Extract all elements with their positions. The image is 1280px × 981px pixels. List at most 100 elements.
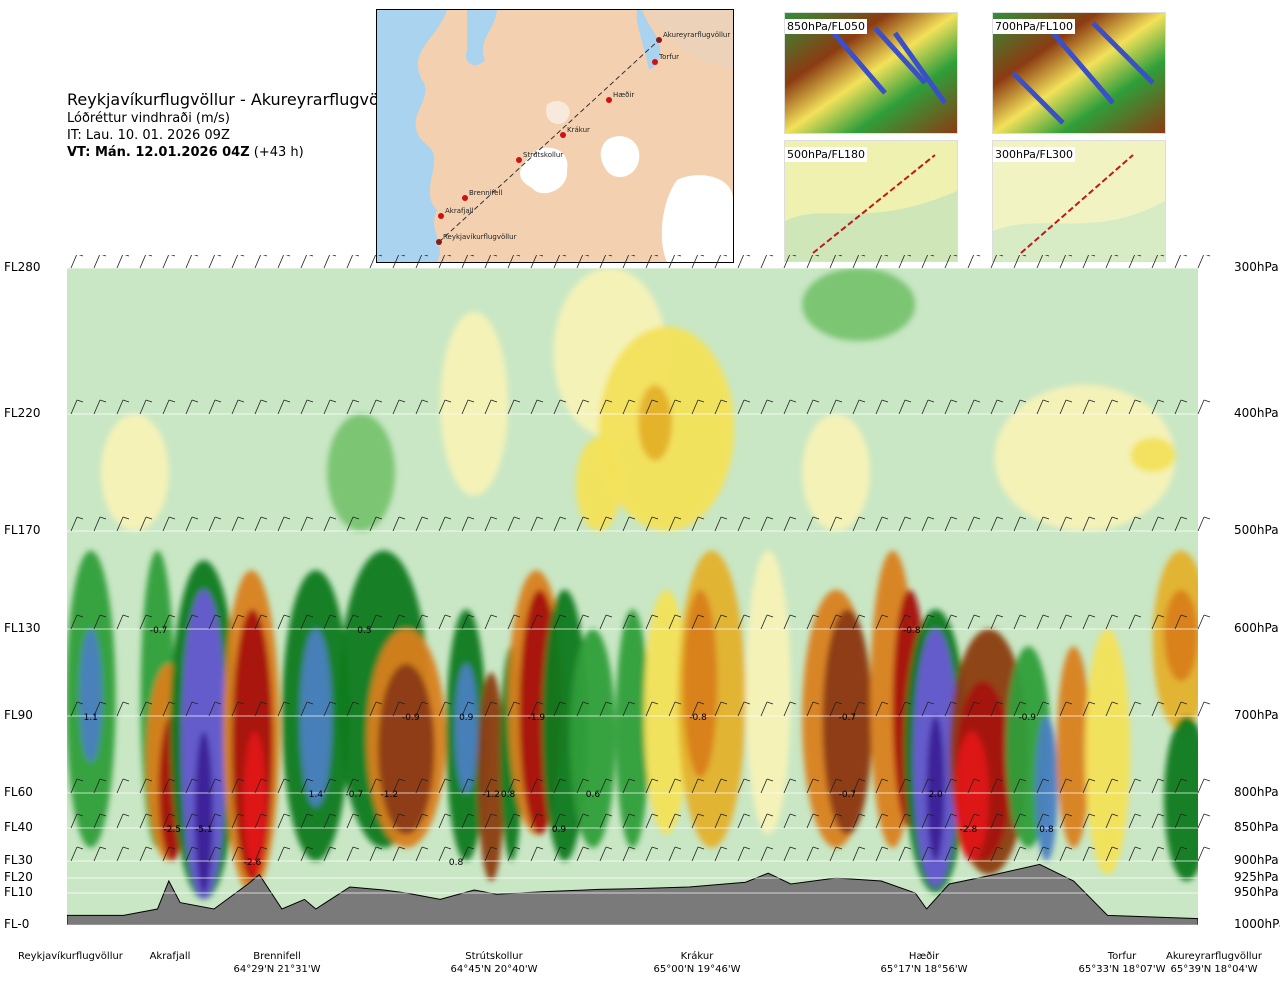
wind-barb-feather bbox=[260, 614, 268, 618]
wind-barb-feather bbox=[168, 846, 176, 850]
wind-barb bbox=[139, 614, 147, 630]
map-station-marker bbox=[516, 157, 522, 163]
value-label: -0.7 bbox=[150, 626, 168, 636]
wind-barb bbox=[737, 846, 745, 862]
issue-time: IT: Lau. 10. 01. 2026 09Z bbox=[67, 128, 230, 143]
wind-barb bbox=[346, 813, 354, 829]
wind-barb bbox=[691, 813, 699, 829]
wind-barb-feather bbox=[628, 516, 636, 520]
wind-barb bbox=[162, 813, 170, 829]
wind-barb-feather bbox=[1180, 813, 1188, 817]
wind-barb-feather bbox=[145, 778, 153, 782]
wind-barb-feather bbox=[168, 516, 176, 520]
wind-barb-feather bbox=[973, 516, 981, 520]
wind-barb bbox=[392, 253, 400, 269]
waypoint-name: Torfur bbox=[1107, 951, 1137, 962]
wind-barb bbox=[139, 813, 147, 829]
wind-barb bbox=[944, 253, 952, 269]
wind-barb bbox=[576, 614, 584, 630]
wind-barb bbox=[1082, 399, 1090, 415]
map-station-marker bbox=[652, 59, 658, 65]
wind-barb-feather bbox=[352, 813, 360, 817]
wind-barb bbox=[1197, 778, 1205, 794]
wind-barb bbox=[944, 614, 952, 630]
wind-barb-feather bbox=[237, 701, 245, 705]
wind-barb bbox=[714, 399, 722, 415]
value-label: 0.9 bbox=[552, 825, 567, 835]
wind-barb-feather bbox=[1042, 701, 1050, 705]
wind-barb bbox=[553, 813, 561, 829]
wind-barb bbox=[829, 614, 837, 630]
wind-barb bbox=[576, 813, 584, 829]
wind-barb bbox=[1059, 813, 1067, 829]
wind-barb-feather bbox=[559, 253, 567, 257]
wind-barb bbox=[484, 614, 492, 630]
wind-barb bbox=[507, 778, 515, 794]
value-label: -2.6 bbox=[244, 858, 262, 868]
wind-barb-feather bbox=[628, 253, 636, 257]
wind-barb-feather bbox=[789, 846, 797, 850]
wind-barb bbox=[967, 399, 975, 415]
wind-barb-feather bbox=[329, 614, 337, 618]
wind-barb bbox=[668, 813, 676, 829]
wind-barb bbox=[70, 399, 78, 415]
wind-barb bbox=[622, 399, 630, 415]
wind-barb-feather bbox=[145, 701, 153, 705]
wind-barb bbox=[185, 516, 193, 532]
wind-barb bbox=[277, 614, 285, 630]
wind-barb bbox=[1174, 778, 1182, 794]
wind-barb bbox=[484, 813, 492, 829]
wind-barb-feather bbox=[858, 813, 866, 817]
wind-barb bbox=[898, 846, 906, 862]
wind-barb-feather bbox=[490, 813, 498, 817]
wind-barb bbox=[852, 778, 860, 794]
wind-barb-feather bbox=[398, 778, 406, 782]
wind-barb bbox=[806, 253, 814, 269]
wind-barb bbox=[1151, 253, 1159, 269]
thumb-850[interactable]: 850hPa/FL050 bbox=[784, 12, 958, 134]
wind-barb bbox=[1059, 846, 1067, 862]
hpa-tick-label: 900hPa bbox=[1234, 853, 1279, 867]
wind-barb bbox=[254, 399, 262, 415]
wind-barb-feather bbox=[1203, 701, 1211, 705]
wind-barb-feather bbox=[421, 614, 429, 618]
wind-barb-feather bbox=[444, 846, 452, 850]
wind-barb bbox=[1082, 778, 1090, 794]
wind-barb bbox=[875, 846, 883, 862]
wind-barb-feather bbox=[168, 399, 176, 403]
wind-barb bbox=[369, 813, 377, 829]
wind-barb-feather bbox=[283, 813, 291, 817]
wind-barbs bbox=[70, 253, 1211, 862]
map-station-label: Hæðir bbox=[613, 91, 634, 99]
wind-barb-feather bbox=[76, 846, 84, 850]
wind-barb-feather bbox=[214, 701, 222, 705]
wind-barb-feather bbox=[881, 778, 889, 782]
thumb-500[interactable]: 500hPa/FL180 bbox=[784, 140, 958, 262]
wind-barb bbox=[668, 399, 676, 415]
wind-barb bbox=[1059, 701, 1067, 717]
wind-barb bbox=[944, 701, 952, 717]
wind-barb bbox=[415, 614, 423, 630]
wind-barb-feather bbox=[996, 778, 1004, 782]
wind-barb bbox=[1174, 253, 1182, 269]
waypoint-name: Hæðir bbox=[908, 951, 940, 962]
thumb-300[interactable]: 300hPa/FL300 bbox=[992, 140, 1166, 262]
wind-barb-feather bbox=[1019, 701, 1027, 705]
wind-barb bbox=[1105, 516, 1113, 532]
title-block: Reykjavíkurflugvöllur - Akureyrarflugvöl… bbox=[67, 90, 404, 161]
wind-barb-feather bbox=[904, 846, 912, 850]
thumb-700[interactable]: 700hPa/FL100 bbox=[992, 12, 1166, 134]
wind-barb-feather bbox=[375, 253, 383, 257]
wind-barb bbox=[415, 516, 423, 532]
wind-barb-feather bbox=[513, 778, 521, 782]
wind-barb bbox=[484, 253, 492, 269]
wind-barb bbox=[1128, 253, 1136, 269]
wind-barb bbox=[254, 813, 262, 829]
wind-barb bbox=[1151, 614, 1159, 630]
wind-barb-feather bbox=[306, 846, 314, 850]
wind-barb-feather bbox=[605, 701, 613, 705]
fl-tick-label: FL170 bbox=[4, 523, 41, 537]
wind-barb-feather bbox=[559, 813, 567, 817]
wind-barb-feather bbox=[628, 701, 636, 705]
wind-barb-feather bbox=[904, 778, 912, 782]
